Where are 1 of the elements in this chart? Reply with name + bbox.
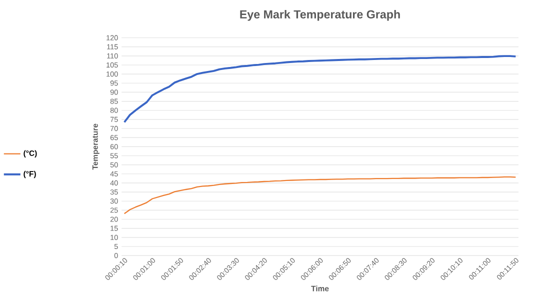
chart-title: Eye Mark Temperature Graph xyxy=(240,10,400,21)
